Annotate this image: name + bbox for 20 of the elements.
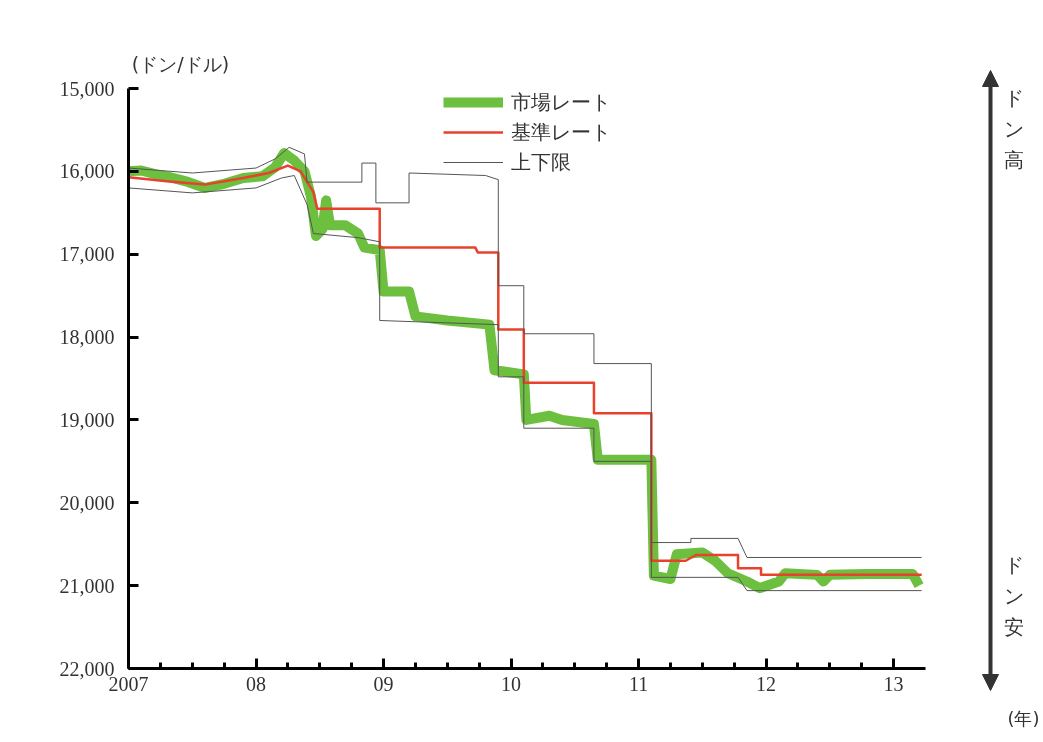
y-tick-label: 20,000 xyxy=(59,491,115,514)
x-tick-label: 10 xyxy=(501,672,522,695)
y-tick-label: 19,000 xyxy=(59,408,115,431)
y-tick-label: 18,000 xyxy=(59,326,115,349)
y-tick-label: 15,000 xyxy=(59,77,115,100)
y-tick-label: 17,000 xyxy=(59,243,115,266)
text: ドン安 xyxy=(1003,552,1024,639)
legend-label: 基準レート xyxy=(510,118,611,146)
x-tick-label: 13 xyxy=(883,672,904,695)
text: ドン高 xyxy=(1003,85,1024,172)
y-tick-label: 21,000 xyxy=(59,574,115,597)
x-tick-label: 08 xyxy=(246,672,267,695)
x-tick-label: 11 xyxy=(628,672,649,695)
x-axis-title: (年) xyxy=(1007,708,1040,729)
x-tick-label: 12 xyxy=(756,672,777,695)
legend-label: 上下限 xyxy=(510,148,571,176)
y-tick-label: 16,000 xyxy=(59,160,115,183)
y-axis-title: (ドン/ドル) xyxy=(131,52,230,75)
x-tick-label: 09 xyxy=(373,672,394,695)
legend-label: 市場レート xyxy=(510,88,611,116)
